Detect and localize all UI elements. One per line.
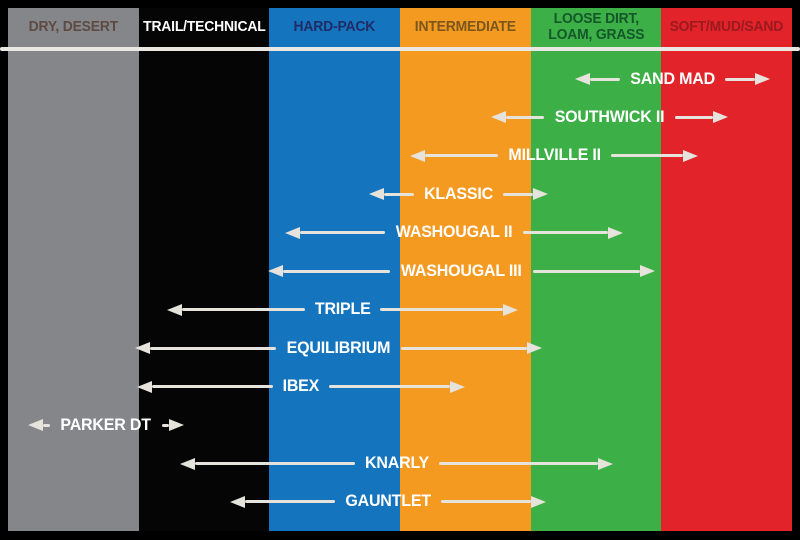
arrow-right-icon (639, 265, 655, 278)
arrow-left-icon (167, 303, 183, 316)
tire-range-row: SOUTHWICK II (491, 107, 728, 127)
tire-name-label: SAND MAD (630, 69, 715, 88)
arrow-left-icon (368, 188, 384, 201)
tire-range-row: KNARLY (180, 454, 613, 474)
range-line (380, 308, 503, 312)
range-line (425, 154, 498, 158)
range-line (161, 423, 170, 427)
tire-name-label: EQUILIBRIUM (286, 338, 391, 357)
arrow-left-icon (268, 265, 284, 278)
arrow-right-icon (608, 226, 624, 239)
tire-name-label: PARKER DT (60, 415, 152, 434)
arrow-right-icon (597, 457, 613, 470)
range-line (523, 231, 609, 235)
tire-name-label: MILLVILLE II (507, 146, 601, 165)
range-line (590, 77, 620, 81)
tire-range-row: MILLVILLE II (410, 146, 698, 166)
tire-range-row: KLASSIC (368, 184, 548, 204)
tire-range-row: WASHOUGAL III (268, 261, 655, 281)
range-line (675, 115, 713, 119)
arrow-right-icon (450, 380, 466, 393)
tire-range-row: PARKER DT (27, 415, 185, 435)
arrow-right-icon (502, 303, 518, 316)
tire-name-label: KNARLY (364, 454, 429, 472)
range-line (149, 346, 277, 350)
range-line (610, 154, 683, 158)
tire-name-label: TRIPLE (314, 300, 371, 319)
arrow-right-icon (682, 149, 698, 162)
tire-name-label: KLASSIC (423, 184, 493, 203)
range-line (329, 385, 451, 389)
range-line (283, 269, 391, 273)
arrow-left-icon (137, 380, 153, 393)
arrow-left-icon (134, 342, 150, 355)
range-line (506, 115, 545, 119)
arrow-left-icon (491, 111, 507, 124)
arrow-left-icon (410, 149, 426, 162)
terrain-column-loose-dirt-loam-grass: LOOSE DIRT, LOAM, GRASS (530, 8, 662, 531)
arrow-right-icon (531, 495, 547, 508)
arrow-right-icon (532, 188, 548, 201)
range-line (152, 385, 274, 389)
tire-range-row: EQUILIBRIUM (134, 338, 543, 358)
arrow-right-icon (754, 73, 770, 85)
terrain-column-intermediate: INTERMEDIATE (400, 8, 531, 531)
arrow-right-icon (169, 419, 185, 432)
terrain-column-hard-pack: HARD-PACK (269, 8, 400, 531)
terrain-column-soft-mud-sand: SOFT/MUD/SAND (661, 8, 792, 531)
arrow-left-icon (27, 419, 43, 432)
range-line (245, 500, 336, 504)
range-line (441, 500, 532, 504)
range-line (401, 346, 528, 350)
range-line (532, 269, 640, 273)
arrow-left-icon (575, 73, 591, 85)
terrain-column-header: LOOSE DIRT, LOAM, GRASS (547, 11, 645, 43)
terrain-column-header: SOFT/MUD/SAND (669, 18, 784, 35)
terrain-column-dry-desert: DRY, DESERT (8, 8, 139, 531)
tire-name-label: GAUNTLET (345, 492, 432, 511)
terrain-column-header: TRAIL/TECHNICAL (142, 18, 266, 35)
terrain-column-header: HARD-PACK (293, 18, 376, 35)
range-line (725, 77, 755, 81)
arrow-left-icon (230, 495, 246, 508)
terrain-column-header: DRY, DESERT (28, 18, 119, 35)
tire-name-label: IBEX (283, 377, 320, 396)
arrow-left-icon (285, 226, 300, 239)
range-line (383, 192, 414, 196)
header-divider-line (0, 47, 800, 51)
arrow-right-icon (712, 111, 728, 124)
arrow-right-icon (527, 342, 543, 355)
tire-name-label: WASHOUGAL III (401, 261, 522, 280)
tire-range-row: GAUNTLET (230, 492, 547, 512)
range-line (300, 231, 386, 235)
range-line (182, 308, 305, 312)
terrain-column-header: INTERMEDIATE (414, 18, 516, 35)
range-line (502, 192, 533, 196)
terrain-column-trail-technical: TRAIL/TECHNICAL (138, 8, 270, 531)
tire-range-row: TRIPLE (167, 300, 518, 320)
tire-name-label: SOUTHWICK II (554, 107, 665, 126)
range-line (195, 462, 355, 465)
range-line (438, 462, 598, 465)
tire-range-row: IBEX (137, 377, 466, 397)
tire-name-label: WASHOUGAL II (395, 223, 513, 242)
tire-range-row: SAND MAD (575, 69, 770, 89)
tire-range-row: WASHOUGAL II (285, 223, 624, 243)
arrow-left-icon (180, 457, 196, 470)
range-line (42, 423, 51, 427)
